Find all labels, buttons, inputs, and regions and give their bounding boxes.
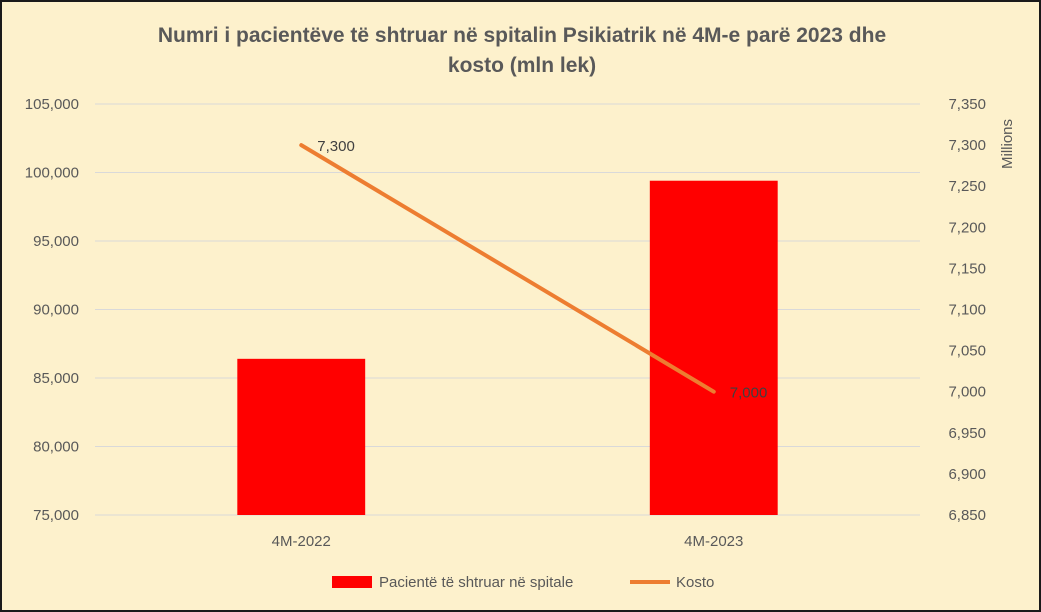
x-axis-tick-label: 4M-2022 xyxy=(272,533,331,550)
left-axis-tick-label: 80,000 xyxy=(33,439,79,456)
bar xyxy=(237,358,366,515)
right-axis-tick-label: 7,350 xyxy=(948,96,986,113)
bar-series xyxy=(237,180,778,515)
right-axis-unit-label: Millions xyxy=(999,119,1016,169)
legend-swatch-bar xyxy=(332,576,372,588)
right-axis-tick-label: 7,000 xyxy=(948,384,986,401)
right-axis-tick-label: 7,200 xyxy=(948,219,986,236)
right-axis-tick-label: 6,900 xyxy=(948,466,986,483)
kosto-data-label: 7,000 xyxy=(730,385,768,402)
left-axis-tick-labels: 75,000 80,000 85,000 90,000 95,000 100,000 105… xyxy=(25,96,79,524)
bar xyxy=(649,180,778,515)
right-axis-tick-label: 6,950 xyxy=(948,425,986,442)
right-axis-tick-label: 7,250 xyxy=(948,178,986,195)
right-axis-tick-label: 7,100 xyxy=(948,302,986,319)
left-axis-tick-label: 105,000 xyxy=(25,96,79,113)
left-axis-tick-label: 100,000 xyxy=(25,165,79,182)
gridlines xyxy=(95,103,920,516)
legend-label-line: Kosto xyxy=(676,574,714,591)
right-axis-tick-label: 7,300 xyxy=(948,137,986,154)
right-axis-tick-label: 7,150 xyxy=(948,260,986,277)
right-axis-tick-label: 7,050 xyxy=(948,343,986,360)
left-axis-tick-label: 85,000 xyxy=(33,370,79,387)
x-axis-tick-label: 4M-2023 xyxy=(684,533,743,550)
x-axis-tick-labels: 4M-2022 4M-2023 xyxy=(272,533,744,550)
line-series: 7,300 7,000 xyxy=(299,138,768,402)
right-axis-tick-labels: 6,850 6,900 6,950 7,000 7,050 7,100 7,150 7,200… xyxy=(948,96,986,524)
left-axis-tick-label: 95,000 xyxy=(33,233,79,250)
left-axis-tick-label: 90,000 xyxy=(33,302,79,319)
chart-title-line-2: kosto (mln lek) xyxy=(448,54,596,77)
legend: Pacientë të shtruar në spitale Kosto xyxy=(332,574,714,591)
legend-label-bar: Pacientë të shtruar në spitale xyxy=(379,574,573,591)
kosto-line xyxy=(299,143,716,394)
left-axis-tick-label: 75,000 xyxy=(33,507,79,524)
right-axis-tick-label: 6,850 xyxy=(948,507,986,524)
kosto-data-label: 7,300 xyxy=(317,138,355,155)
chart-title-line-1: Numri i pacientëve të shtruar në spitali… xyxy=(158,24,886,47)
